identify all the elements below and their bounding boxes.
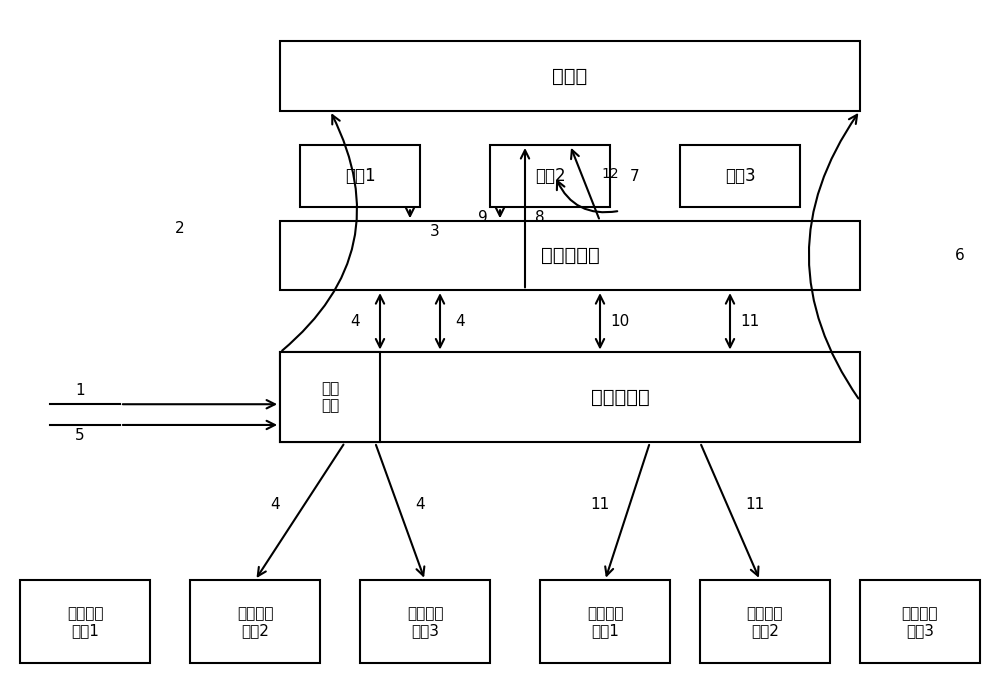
- Text: 9: 9: [478, 210, 488, 225]
- Text: 环境信息
应用1: 环境信息 应用1: [67, 606, 103, 638]
- FancyBboxPatch shape: [490, 145, 610, 207]
- Text: 硬件驱动层: 硬件驱动层: [591, 388, 649, 407]
- Text: 操作控制层: 操作控制层: [541, 246, 599, 265]
- Text: 1: 1: [75, 383, 85, 398]
- Text: 4: 4: [455, 314, 465, 329]
- Text: 11: 11: [745, 497, 765, 512]
- Text: 4: 4: [350, 314, 360, 329]
- FancyBboxPatch shape: [680, 145, 800, 207]
- FancyBboxPatch shape: [540, 580, 670, 663]
- FancyArrowPatch shape: [809, 115, 858, 399]
- FancyBboxPatch shape: [700, 580, 830, 663]
- FancyBboxPatch shape: [360, 580, 490, 663]
- Text: 环境信息
应用3: 环境信息 应用3: [407, 606, 443, 638]
- FancyBboxPatch shape: [280, 352, 860, 442]
- Text: 应用3: 应用3: [725, 167, 755, 185]
- Text: 12: 12: [601, 167, 619, 181]
- FancyBboxPatch shape: [190, 580, 320, 663]
- Text: 3: 3: [430, 224, 440, 239]
- Text: 应用1: 应用1: [345, 167, 375, 185]
- Text: 文件系统
应用3: 文件系统 应用3: [902, 606, 938, 638]
- FancyBboxPatch shape: [300, 145, 420, 207]
- FancyBboxPatch shape: [860, 580, 980, 663]
- Text: 11: 11: [590, 497, 610, 512]
- Text: 4: 4: [415, 497, 425, 512]
- Text: 6: 6: [955, 248, 965, 263]
- Text: 对外
接口: 对外 接口: [321, 381, 339, 413]
- FancyArrowPatch shape: [282, 115, 357, 350]
- Text: 2: 2: [175, 220, 185, 236]
- FancyBboxPatch shape: [280, 352, 380, 442]
- Text: 文件系统
应用2: 文件系统 应用2: [747, 606, 783, 638]
- Text: 11: 11: [740, 314, 760, 329]
- Text: 10: 10: [610, 314, 630, 329]
- Text: 调度层: 调度层: [552, 66, 588, 86]
- Text: 应用2: 应用2: [535, 167, 565, 185]
- FancyBboxPatch shape: [280, 221, 860, 290]
- Text: 环境信息
应用2: 环境信息 应用2: [237, 606, 273, 638]
- FancyBboxPatch shape: [20, 580, 150, 663]
- FancyArrowPatch shape: [557, 181, 617, 212]
- Text: 4: 4: [270, 497, 280, 512]
- Text: 5: 5: [75, 428, 85, 443]
- FancyBboxPatch shape: [280, 41, 860, 111]
- Text: 文件系统
应用1: 文件系统 应用1: [587, 606, 623, 638]
- Text: 8: 8: [535, 210, 545, 225]
- Text: 7: 7: [630, 169, 640, 184]
